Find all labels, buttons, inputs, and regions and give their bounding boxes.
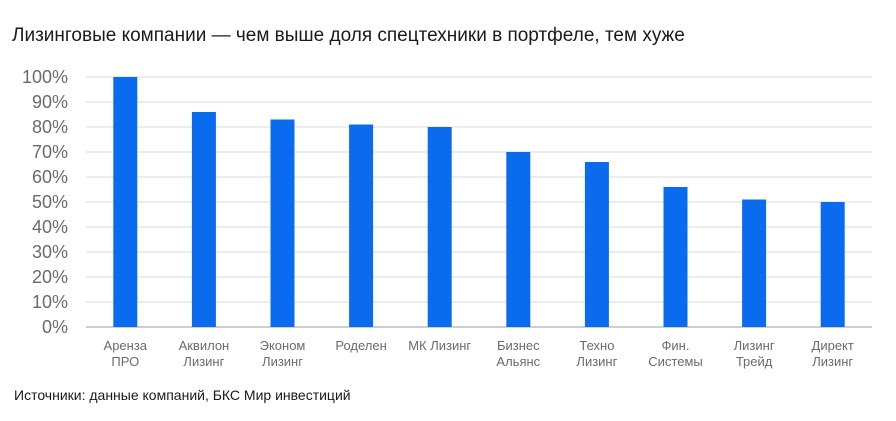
- x-tick-label-line: Лизинг: [576, 354, 617, 369]
- x-tick-label: Бизнес Альянс: [496, 338, 540, 369]
- x-tick-label-line: ПРО: [111, 354, 139, 369]
- x-tick-label-line: Эконом: [260, 338, 306, 353]
- bars: [113, 77, 845, 327]
- x-tick-label-line: Лизинг: [262, 354, 303, 369]
- y-tick-label: 20%: [32, 267, 68, 287]
- y-tick-label: 100%: [22, 67, 68, 87]
- x-tick-label-line: МК Лизинг: [408, 338, 471, 353]
- x-tick-label: Эконом Лизинг: [260, 338, 306, 369]
- bar: [742, 199, 767, 327]
- x-tick-label-line: Аквилон: [179, 338, 230, 353]
- bar: [584, 162, 609, 327]
- y-tick-label: 80%: [32, 117, 68, 137]
- x-tick-label-line: Трейд: [736, 354, 773, 369]
- bar: [820, 202, 845, 327]
- x-tick-label-line: Фин.: [662, 338, 690, 353]
- y-tick-label: 90%: [32, 92, 68, 112]
- x-tick-label: Директ Лизинг: [812, 338, 854, 369]
- bar: [506, 152, 531, 327]
- y-tick-label: 40%: [32, 217, 68, 237]
- x-tick-label-line: Арен­за: [104, 338, 148, 353]
- x-tick-label: Аквилон Лизинг: [179, 338, 230, 369]
- y-tick-label: 50%: [32, 192, 68, 212]
- y-tick-label: 30%: [32, 242, 68, 262]
- bar: [270, 119, 295, 327]
- x-tick-label-line: Лизинг: [734, 338, 775, 353]
- source-note: Источники: данные компаний, БКС Мир инве…: [14, 387, 351, 403]
- x-tick-label-line: Альянс: [496, 354, 540, 369]
- x-tick-label-line: Лизинг: [812, 354, 853, 369]
- bar: [349, 124, 374, 327]
- x-tick-label-line: Системы: [648, 354, 702, 369]
- x-tick-label: Техно Лизинг: [576, 338, 617, 369]
- bar: [191, 112, 216, 327]
- gridlines: [86, 76, 872, 328]
- y-axis-ticks: 0% 10% 20% 30% 40% 50% 60% 70% 80% 90% 100%: [22, 67, 68, 337]
- bar: [427, 127, 452, 327]
- y-tick-label: 0%: [42, 317, 68, 337]
- bar: [113, 77, 138, 327]
- x-tick-label-line: Бизнес: [497, 338, 540, 353]
- x-tick-label-line: Лизинг: [183, 354, 224, 369]
- y-tick-label: 10%: [32, 292, 68, 312]
- x-tick-label-line: Директ: [812, 338, 854, 353]
- x-tick-label: Лизинг Трейд: [734, 338, 775, 369]
- y-tick-label: 60%: [32, 167, 68, 187]
- x-tick-label: Роделен: [335, 338, 386, 353]
- x-tick-label: Фин. Системы: [648, 338, 702, 369]
- y-tick-label: 70%: [32, 142, 68, 162]
- x-tick-label: Арен­за ПРО: [104, 338, 148, 369]
- x-tick-label-line: Роделен: [335, 338, 386, 353]
- chart-title: Лизинговые компании — чем выше доля спец…: [12, 25, 685, 46]
- bar: [663, 187, 688, 327]
- x-tick-label: МК Лизинг: [408, 338, 471, 353]
- x-tick-label-line: Техно: [579, 338, 614, 353]
